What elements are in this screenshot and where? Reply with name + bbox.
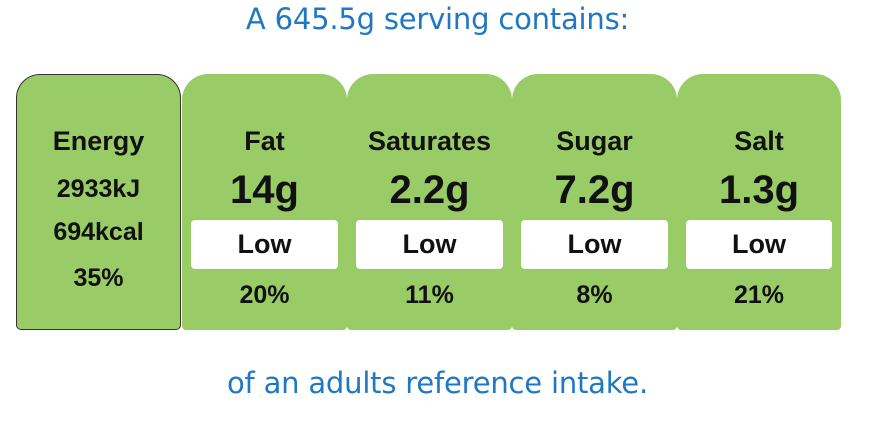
salt-amount: 1.3g (718, 168, 800, 212)
salt-level-box: Low (686, 220, 832, 269)
reference-intake-footer: of an adults reference intake. (227, 366, 648, 400)
fat-panel: Fat 14g Low 20% (182, 74, 347, 330)
fat-percent: 20% (239, 281, 290, 309)
fat-level: Low (237, 229, 292, 259)
saturates-panel: Saturates 2.2g Low 11% (347, 74, 512, 330)
fat-level-box: Low (191, 220, 338, 269)
sugar-label: Sugar (556, 126, 633, 156)
fat-amount: 14g (230, 168, 299, 212)
sugar-amount: 7.2g (554, 168, 635, 212)
fat-label: Fat (244, 126, 285, 156)
saturates-amount: 2.2g (389, 168, 470, 212)
saturates-level-box: Low (356, 220, 503, 269)
saturates-percent: 11% (405, 281, 454, 309)
salt-percent: 21% (733, 281, 785, 309)
saturates-level: Low (402, 229, 457, 259)
sugar-level: Low (567, 229, 622, 259)
energy-percent: 35% (73, 264, 124, 292)
energy-kcal: 694kcal (53, 218, 144, 246)
saturates-label: Saturates (367, 126, 492, 156)
salt-panel: Salt 1.3g Low 21% (677, 74, 841, 330)
sugar-level-box: Low (521, 220, 668, 269)
salt-label: Salt (734, 126, 784, 156)
energy-kj: 2933kJ (56, 175, 141, 203)
sugar-percent: 8% (576, 281, 613, 309)
sugar-panel: Sugar 7.2g Low 8% (512, 74, 677, 330)
salt-level: Low (732, 229, 786, 259)
energy-panel: Energy 2933kJ 694kcal 35% (16, 74, 181, 330)
serving-heading: A 645.5g serving contains: (245, 2, 630, 36)
energy-label: Energy (52, 126, 145, 156)
